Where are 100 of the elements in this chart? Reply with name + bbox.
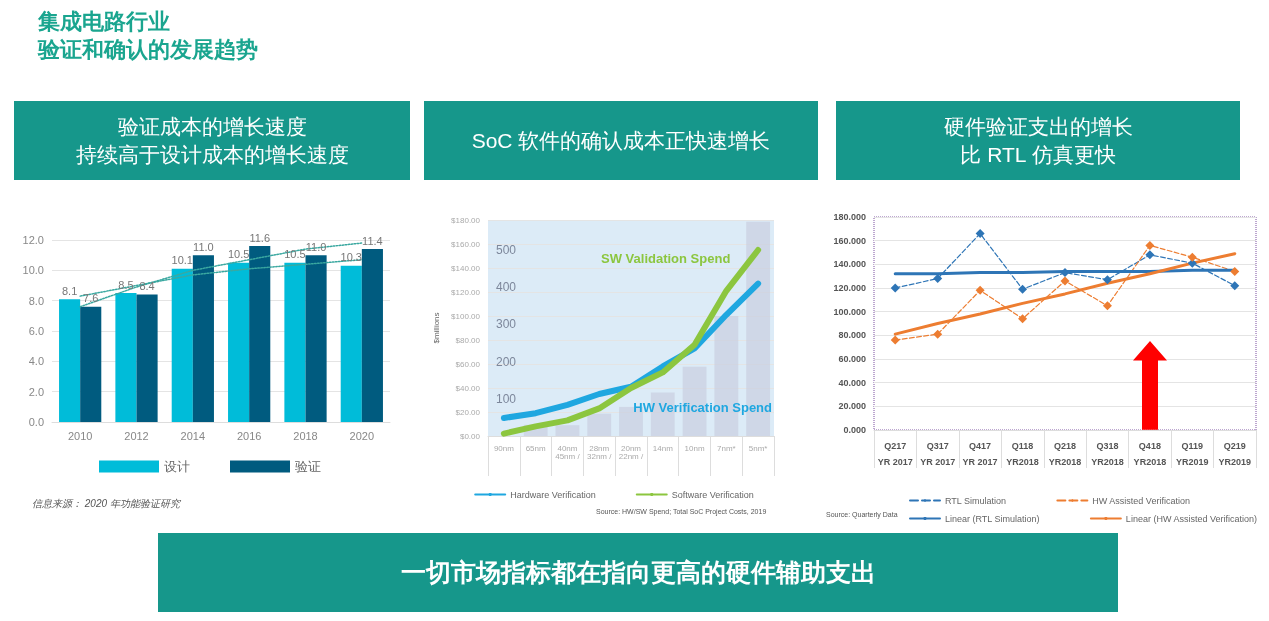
y-tick-label: $100.00 <box>451 311 481 321</box>
y-tick-label: $80.00 <box>455 335 481 345</box>
y-tick-label: 10.0 <box>22 264 44 277</box>
legend-label: Linear (RTL Simulation) <box>945 513 1040 524</box>
y-tick-label: 12.0 <box>22 234 44 246</box>
bar <box>80 306 102 422</box>
data-label: 10.1 <box>171 254 193 267</box>
point <box>933 274 943 284</box>
data-label: 8.1 <box>61 284 78 297</box>
y-tick-label: $40.00 <box>455 383 481 393</box>
x-tick-label: 90nm <box>493 443 515 453</box>
y-tick-label: 120.000 <box>833 283 866 293</box>
y-tick-label: 100.000 <box>833 306 866 317</box>
legend-label: 设计 <box>164 459 190 474</box>
point <box>975 229 985 239</box>
y-tick-label: 6.0 <box>28 325 44 337</box>
bar <box>340 265 362 422</box>
x-tick-label: Q118 YR2018 <box>1006 441 1039 467</box>
y-tick-label: 180.000 <box>833 212 866 222</box>
line-series <box>79 242 363 308</box>
data-label: 7.6 <box>83 292 99 305</box>
x-tick-label: Q219 YR2019 <box>1218 441 1252 467</box>
legend-label: RTL Simulation <box>945 495 1007 506</box>
legend-label: 验证 <box>295 459 321 474</box>
y-tick-label: 160.000 <box>833 235 866 246</box>
chart-subtitle: 比 RTL 仿真更快 <box>960 141 1116 168</box>
chart-title: SoC 软件的确认成本正快速增长 <box>471 127 771 154</box>
bar <box>305 255 327 422</box>
y-tick-label: $160.00 <box>451 239 481 249</box>
data-label: 11.0 <box>193 240 214 253</box>
x-tick-label: 14nm <box>652 443 674 453</box>
point <box>1230 281 1240 291</box>
x-tick-label: Q119 YR2019 <box>1176 441 1209 467</box>
x-tick-label: 2012 <box>124 429 149 442</box>
y-tick-label: 60.000 <box>838 354 866 364</box>
x-tick-label: 2014 <box>180 429 206 442</box>
y-tick-label: 40.000 <box>838 377 866 388</box>
point <box>975 285 985 295</box>
bar <box>587 413 612 436</box>
chart-title: 验证成本的增长速度 <box>117 113 307 140</box>
y-tick-label: 20.000 <box>838 401 866 412</box>
bar <box>192 255 214 422</box>
y-tick-label: $140.00 <box>451 263 481 273</box>
bar <box>555 425 580 436</box>
x-tick-label: 5nm* <box>748 443 768 453</box>
y2-tick-label: 400 <box>496 280 517 295</box>
data-label: 10.5 <box>284 248 306 261</box>
text: 一切市场指标都在指向更高的硬件辅助支出 <box>158 533 1118 612</box>
legend-label: Linear (HW Assisted Verification) <box>1125 513 1257 524</box>
x-tick-label: Q417 YR 2017 <box>962 441 998 467</box>
chart-subtitle: 持续高于设计成本的增长速度 <box>75 141 349 168</box>
x-tick-label: 2018 <box>293 429 318 442</box>
y-tick-label: 8.0 <box>28 294 44 307</box>
annotation: HW Verification Spend <box>633 400 773 416</box>
x-tick-label: 2020 <box>349 429 375 442</box>
bar <box>59 299 81 422</box>
point <box>1060 268 1070 278</box>
point <box>1102 301 1112 311</box>
bar <box>228 262 250 422</box>
point <box>933 329 943 339</box>
x-tick-label: 2016 <box>236 429 262 442</box>
point <box>890 283 900 293</box>
x-tick-label: 20nm 22nm / <box>618 443 644 461</box>
text: 验证和确认的发展趋势 <box>38 36 258 64</box>
bar <box>136 294 158 422</box>
y2-tick-label: 300 <box>496 317 517 332</box>
y-tick-label: 0.0 <box>28 416 44 428</box>
data-label: 11.6 <box>249 231 271 244</box>
bar <box>115 293 137 422</box>
bar <box>249 246 271 422</box>
point <box>1018 284 1028 294</box>
y-axis-title: $millions <box>431 312 441 344</box>
x-tick-label: 65nm <box>525 443 547 453</box>
legend-label: HW Assisted Verification <box>1092 495 1190 506</box>
point <box>1060 276 1070 286</box>
x-tick-label: Q218 YR2018 <box>1048 441 1082 467</box>
y-tick-label: $120.00 <box>451 287 481 297</box>
point <box>1018 314 1028 324</box>
x-tick-label: 7nm* <box>716 443 736 453</box>
annotation: SW Validation Spend <box>601 251 731 267</box>
text: 集成电路行业 <box>38 8 171 36</box>
y-tick-label: $0.00 <box>459 431 481 441</box>
text: 信息来源： 2020 年功能验证研究 <box>32 497 180 511</box>
point <box>1230 266 1240 276</box>
y-tick-label: 140.000 <box>833 259 866 270</box>
x-tick-label: Q317 YR 2017 <box>920 441 956 467</box>
x-tick-label: 2010 <box>67 429 93 442</box>
x-tick-label: Q418 YR2018 <box>1133 441 1167 467</box>
y2-tick-label: 500 <box>496 242 517 257</box>
data-label: 10.5 <box>227 248 250 261</box>
y-tick-label: $20.00 <box>455 407 481 417</box>
x-tick-label: Q318 YR2018 <box>1091 441 1124 467</box>
x-tick-label: 10nm <box>684 443 705 453</box>
x-tick-label: 40nm 45nm / <box>555 443 581 461</box>
bar <box>361 249 383 422</box>
y2-tick-label: 100 <box>496 391 517 406</box>
bar <box>171 268 193 422</box>
chart-title: 硬件验证支出的增长 <box>943 113 1133 140</box>
y-tick-label: 0.000 <box>843 425 866 435</box>
point <box>1145 250 1155 260</box>
